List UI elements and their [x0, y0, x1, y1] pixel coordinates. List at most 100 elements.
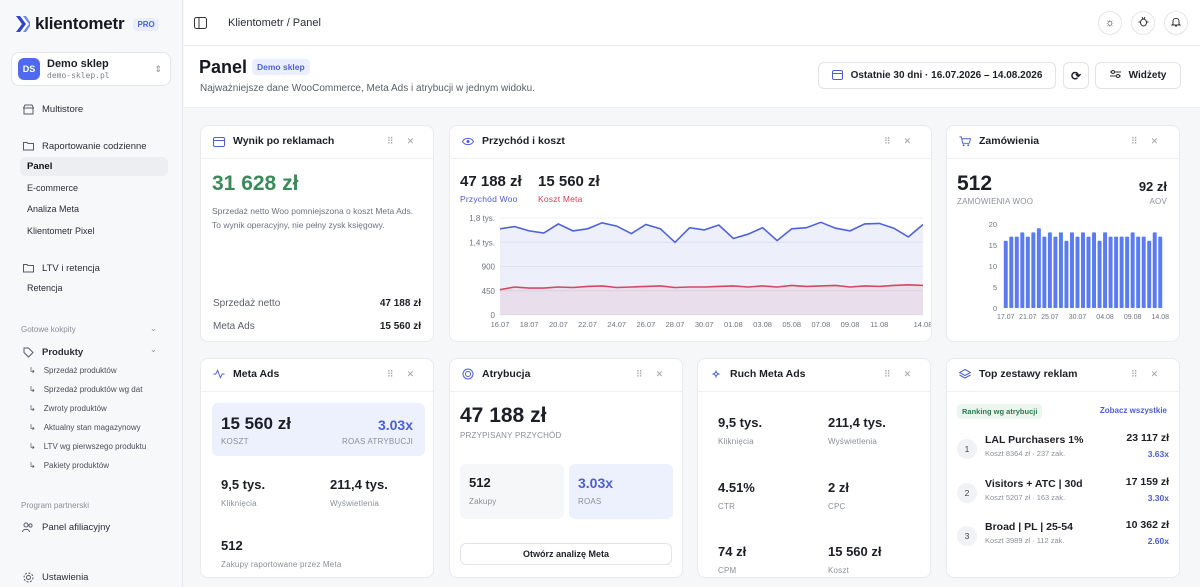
page-subtitle: Najważniejsze dane WooCommerce, Meta Ads… [200, 83, 535, 94]
sidebar-item-ltv[interactable]: LTV i retencja [22, 262, 100, 274]
order-bar [1086, 236, 1091, 308]
close-icon[interactable]: ✕ [1150, 369, 1159, 379]
order-bar [1047, 232, 1052, 308]
adset-row[interactable]: 2 Visitors + ATC | 30d Koszt 5207 zł · 1… [957, 476, 1171, 516]
date-range-label: Ostatnie 30 dni · 16.07.2026 – 14.08.202… [850, 70, 1043, 81]
open-meta-analysis-button[interactable]: Otwórz analizę Meta [460, 543, 672, 565]
wynik-value: 31 628 zł [212, 172, 299, 195]
adset-roas: 3.63x [1147, 449, 1169, 459]
sidebar-item-produkty[interactable]: Produkty [22, 346, 83, 358]
sliders-icon [1109, 69, 1121, 82]
close-icon[interactable]: ✕ [655, 369, 664, 379]
see-all-link[interactable]: Zobacz wszystkie [1099, 406, 1167, 415]
y-tick-label: 0 [993, 304, 997, 313]
traffic-label: Koszt [828, 566, 850, 575]
adset-name: Broad | PL | 25-54 [985, 521, 1073, 533]
x-tick-label: 14.08 [914, 320, 932, 329]
aov-value: 92 zł [1138, 179, 1167, 194]
drag-handle-icon[interactable]: ⠿ [387, 369, 394, 379]
attribution-roas-value: 3.03x [578, 475, 614, 491]
adset-value: 17 159 zł [1125, 476, 1169, 488]
sidebar-item-analiza-meta[interactable]: Analiza Meta [27, 204, 79, 214]
adset-roas: 2.60x [1147, 536, 1169, 546]
y-tick-label: 10 [989, 262, 997, 271]
sidebar-item-retencja[interactable]: Retencja [27, 283, 63, 293]
x-tick-label: 28.07 [666, 320, 685, 329]
card-title: Ruch Meta Ads [730, 368, 806, 380]
orders-chart: 0 5 10 15 20 17.07 21.07 25.07 30.07 04.08 09.08 14… [989, 220, 1169, 321]
traffic-value: 2 zł [828, 480, 849, 495]
close-icon[interactable]: ✕ [406, 369, 415, 379]
cost-value: 15 560 zł [538, 173, 600, 190]
close-icon[interactable]: ✕ [406, 136, 415, 146]
x-tick-label: 18.07 [520, 320, 539, 329]
adset-value: 23 117 zł [1126, 432, 1169, 444]
adset-row[interactable]: 3 Broad | PL | 25-54 Koszt 3989 zł · 112… [957, 519, 1171, 559]
refresh-button[interactable]: ⟳ [1063, 62, 1089, 89]
card-title: Przychód i koszt [482, 135, 565, 147]
y-tick-label: 20 [989, 220, 997, 229]
store-switcher[interactable]: DS Demo sklep demo-sklep.pl ⇕ [11, 52, 171, 86]
sidebar-subitem[interactable]: ↳ Zwroty produktów [29, 404, 107, 413]
sidebar-item-raportowanie[interactable]: Raportowanie codzienne [22, 140, 147, 152]
sidebar-item-afiliacja[interactable]: Panel afiliacyjny [22, 521, 110, 533]
sidebar-subitem[interactable]: ↳ Sprzedaż produktów wg dat [29, 385, 142, 394]
sidebar-item-label: LTV wg pierwszego produktu [43, 442, 147, 451]
sidebar-subitem[interactable]: ↳ Pakiety produktów [29, 461, 109, 470]
order-bar [1058, 232, 1063, 308]
sidebar-item-ecommerce[interactable]: E-commerce [27, 183, 78, 193]
order-bar [1003, 240, 1008, 308]
notifications-button[interactable] [1164, 11, 1188, 35]
folder-icon [22, 262, 34, 274]
bell-icon [1170, 14, 1182, 32]
widgets-button[interactable]: Widżety [1095, 62, 1181, 89]
card-wynik: Wynik po reklamach ⠿ ✕ 31 628 zł Sprzedaż… [200, 125, 434, 342]
calendar-icon [831, 69, 843, 83]
ranking-badge: Ranking wg atrybucji [957, 404, 1043, 419]
sidebar-subitem[interactable]: ↳ Sprzedaż produktów [29, 366, 117, 375]
store-name: Demo sklep [47, 58, 109, 70]
debug-button[interactable] [1131, 11, 1155, 35]
traffic-value: 4.51% [718, 480, 755, 495]
date-range-picker[interactable]: Ostatnie 30 dni · 16.07.2026 – 14.08.202… [818, 62, 1056, 89]
purchases-box [460, 464, 564, 519]
sidebar-subitem[interactable]: ↳ LTV wg pierwszego produktu [29, 442, 146, 451]
drag-handle-icon[interactable]: ⠿ [387, 136, 394, 146]
chevron-down-icon[interactable]: ⌄ [150, 324, 157, 333]
attribution-purchases-label: Zakupy [469, 497, 497, 506]
adset-roas: 3.30x [1147, 493, 1169, 503]
sidebar-item-ustawienia[interactable]: Ustawienia [22, 571, 88, 583]
sidebar-item-label: Klientometr Pixel [27, 226, 95, 236]
sidebar-subitem[interactable]: ↳ Aktualny stan magazynowy [29, 423, 141, 432]
close-icon[interactable]: ✕ [903, 136, 912, 146]
drag-handle-icon[interactable]: ⠿ [884, 136, 891, 146]
sidebar-item-pixel[interactable]: Klientometr Pixel [27, 226, 95, 236]
drag-handle-icon[interactable]: ⠿ [884, 369, 891, 379]
chevron-down-icon[interactable]: ⌄ [150, 345, 157, 354]
sidebar-item-multistore[interactable]: Multistore [22, 103, 83, 115]
activity-icon [213, 368, 225, 380]
close-icon[interactable]: ✕ [1150, 136, 1159, 146]
x-tick-label: 16.07 [491, 320, 510, 329]
order-bar [1031, 232, 1036, 308]
adset-meta: Koszt 8364 zł · 237 zak. [985, 449, 1066, 458]
attribution-label: PRZYPISANY PRZYCHÓD [460, 431, 562, 440]
sidebar-toggle-icon[interactable] [194, 16, 207, 34]
drag-handle-icon[interactable]: ⠿ [1131, 136, 1138, 146]
drag-handle-icon[interactable]: ⠿ [636, 369, 643, 379]
sidebar-item-label: Panel [27, 161, 53, 172]
page-header: Panel Demo sklep Najważniejsze dane WooC… [184, 46, 1200, 108]
sun-icon: ☼ [1104, 17, 1116, 29]
gear-icon [22, 571, 34, 583]
cart-icon [959, 135, 971, 147]
logo[interactable]: klientometr PRO [15, 14, 159, 34]
theme-toggle-button[interactable]: ☼ [1098, 11, 1122, 35]
x-tick-label: 26.07 [636, 320, 655, 329]
order-bar [1119, 236, 1124, 308]
revenue-cost-chart: 0 450 900 1,4 tys. 1,8 tys. 16.07 18.07 20.07 22… [469, 214, 932, 329]
store-badge: Demo sklep [252, 59, 310, 75]
drag-handle-icon[interactable]: ⠿ [1131, 369, 1138, 379]
close-icon[interactable]: ✕ [903, 369, 912, 379]
sidebar-item-panel[interactable]: Panel [20, 157, 168, 176]
adset-row[interactable]: 1 LAL Purchasers 1% Koszt 8364 zł · 237 … [957, 432, 1171, 472]
